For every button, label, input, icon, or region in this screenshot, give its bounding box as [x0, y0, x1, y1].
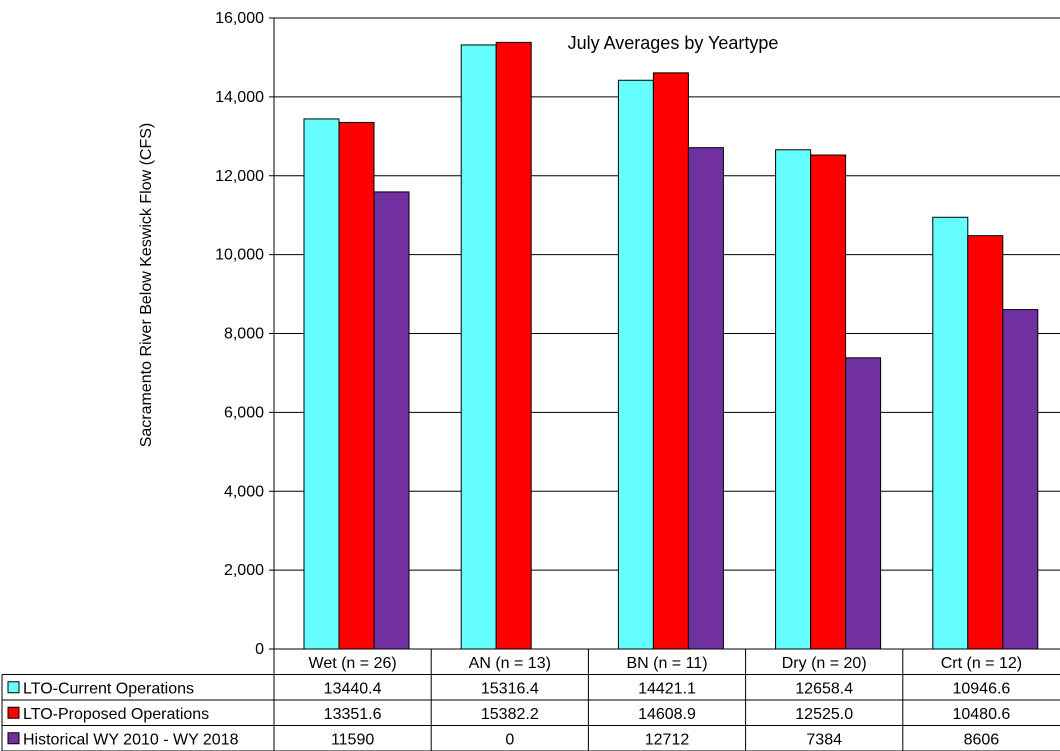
- x-tick-label: BN (n = 11): [626, 655, 707, 672]
- bar: [687, 147, 724, 650]
- y-tick-label: 6,000: [224, 404, 264, 421]
- y-tick-label: 4,000: [224, 483, 264, 500]
- legend-swatch: [7, 706, 20, 719]
- bar: [810, 154, 847, 650]
- legend-swatch: [7, 681, 20, 694]
- bar: [303, 118, 340, 650]
- y-tick-label: 10,000: [215, 247, 264, 264]
- y-tick-label: 12,000: [215, 168, 264, 185]
- bar: [845, 357, 882, 650]
- y-tick-label: 8,000: [224, 326, 264, 343]
- x-tick-label: Dry (n = 20): [782, 655, 867, 672]
- data-label: 15316.4: [481, 680, 539, 697]
- bar: [652, 72, 689, 650]
- bar: [1002, 309, 1039, 650]
- bar: [775, 149, 812, 650]
- bar: [495, 41, 532, 650]
- x-tick-label: Crt (n = 12): [941, 655, 1022, 672]
- chart-title: July Averages by Yeartype: [568, 33, 779, 53]
- bar: [932, 216, 969, 650]
- data-label: 10480.6: [952, 706, 1010, 723]
- legend-label: Historical WY 2010 - WY 2018: [23, 731, 239, 748]
- legend-label: LTO-Current Operations: [23, 680, 194, 697]
- bar: [338, 121, 375, 650]
- data-label: 0: [505, 731, 514, 748]
- bar: [373, 191, 410, 650]
- data-label: 14608.9: [638, 706, 696, 723]
- data-label: 10946.6: [952, 680, 1010, 697]
- data-label: 11590: [331, 731, 374, 748]
- data-label: 12712: [645, 731, 690, 748]
- axis-layer: 0 2,000 4,000 6,000 8,000 10,000 12,000 14,000 1…: [215, 10, 275, 658]
- y-tick-label: 16,000: [215, 10, 264, 27]
- y-axis-title: Sacramento River Below Keswick Flow (CFS…: [138, 123, 155, 448]
- x-tick-label: AN (n = 13): [469, 655, 551, 672]
- data-label: 13351.6: [324, 706, 382, 723]
- data-label: 15382.2: [481, 706, 539, 723]
- data-label: 14421.1: [638, 680, 696, 697]
- data-table: Wet (n = 26) AN (n = 13) BN (n = 11) Dry (n…: [1, 648, 1060, 751]
- bar-layer: [303, 41, 1039, 650]
- data-label: 13440.4: [324, 680, 382, 697]
- legend-swatch: [7, 732, 20, 745]
- bar: [617, 79, 654, 650]
- y-tick-label: 14,000: [215, 89, 264, 106]
- data-label: 7384: [806, 731, 842, 748]
- data-label: 12658.4: [795, 680, 853, 697]
- legend-label: LTO-Proposed Operations: [23, 706, 209, 723]
- y-tick-label: 0: [255, 641, 264, 658]
- bar: [460, 44, 497, 650]
- data-label: 8606: [964, 731, 1000, 748]
- x-tick-label: Wet (n = 26): [309, 655, 397, 672]
- bar: [967, 235, 1004, 650]
- y-tick-label: 2,000: [224, 562, 264, 579]
- data-label: 12525.0: [795, 706, 853, 723]
